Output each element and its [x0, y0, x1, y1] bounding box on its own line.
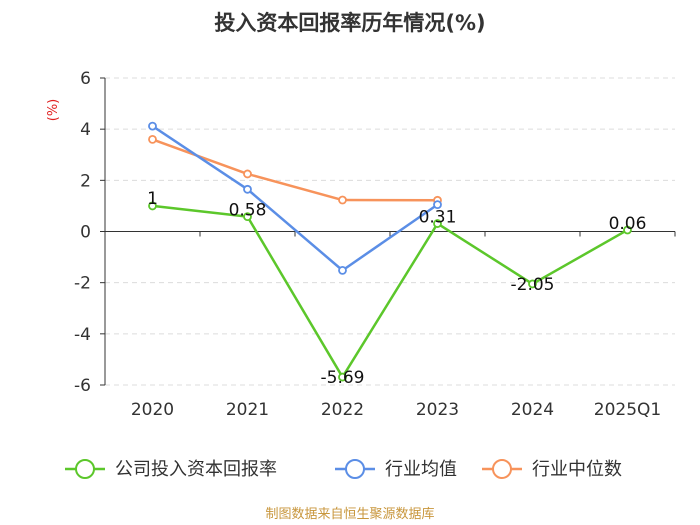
source-note: 制图数据来自恒生聚源数据库 — [265, 506, 434, 522]
x-tick-label: 2025Q1 — [594, 400, 661, 420]
data-point — [148, 121, 157, 131]
legend-label: 公司投入资本回报率 — [115, 459, 277, 480]
data-point — [338, 195, 347, 205]
y-axis-label: (%) — [46, 99, 61, 122]
legend-marker — [75, 459, 95, 479]
data-label: 1 — [147, 189, 158, 209]
y-tick-label: 2 — [80, 171, 91, 191]
data-point — [148, 201, 157, 211]
x-tick-label: 2023 — [416, 400, 459, 420]
y-tick-label: 6 — [80, 69, 91, 89]
data-point — [338, 265, 347, 275]
data-point — [338, 372, 347, 382]
data-point — [243, 184, 252, 194]
legend-marker — [492, 459, 512, 479]
data-point — [623, 225, 632, 235]
axis-layer: 6 4 2 0 -2 -4 -6 2020 2021 2022 2023 2024 2025Q1 — [74, 69, 676, 420]
y-tick-label: 4 — [80, 120, 91, 140]
legend-label: 行业中位数 — [532, 459, 622, 480]
data-label-layer: 1 0.58 -5.69 0.31 -2.05 0.06 — [147, 189, 646, 388]
data-point — [528, 279, 537, 289]
series-line-1 — [151, 125, 439, 272]
legend-marker — [345, 459, 365, 479]
legend: 公司投入资本回报率 行业均值 行业中位数 — [65, 459, 622, 480]
data-label: 0.31 — [419, 208, 457, 228]
legend-label: 行业均值 — [385, 459, 457, 480]
data-point — [433, 219, 442, 228]
data-point — [243, 169, 252, 179]
y-tick-label: -2 — [74, 274, 91, 294]
y-tick-label: -6 — [74, 376, 91, 396]
series-layer — [148, 121, 632, 382]
data-label: -2.05 — [511, 275, 555, 295]
x-tick-label: 2021 — [226, 400, 269, 420]
chart-title: 投入资本回报率历年情况(%) — [214, 11, 485, 35]
data-point — [243, 212, 252, 222]
x-tick-label: 2022 — [321, 400, 364, 420]
y-tick-label: 0 — [80, 223, 91, 243]
x-tick-label: 2024 — [511, 400, 554, 420]
data-point — [433, 200, 442, 210]
data-point — [148, 134, 157, 144]
grid-layer — [105, 77, 675, 386]
y-tick-label: -4 — [74, 325, 91, 345]
x-tick-label: 2020 — [131, 400, 174, 420]
series-line-0 — [152, 204, 629, 379]
data-label: -5.69 — [321, 368, 365, 388]
series-line-2 — [152, 138, 438, 202]
data-label: 0.58 — [229, 201, 267, 221]
data-label: 0.06 — [609, 214, 647, 234]
